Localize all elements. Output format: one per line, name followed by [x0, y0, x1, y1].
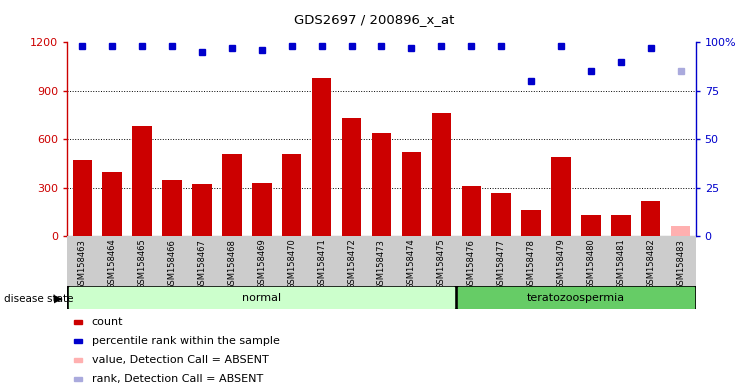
Text: teratozoospermia: teratozoospermia	[527, 293, 625, 303]
Text: GDS2697 / 200896_x_at: GDS2697 / 200896_x_at	[294, 13, 454, 26]
Text: GSM158466: GSM158466	[168, 239, 177, 290]
Text: GSM158467: GSM158467	[197, 239, 206, 290]
Text: GSM158470: GSM158470	[287, 239, 296, 290]
Text: GSM158481: GSM158481	[616, 239, 625, 290]
Text: GSM158473: GSM158473	[377, 239, 386, 290]
Text: GSM158463: GSM158463	[78, 239, 87, 290]
Text: GSM158483: GSM158483	[676, 239, 685, 290]
Bar	[192, 184, 212, 236]
Text: GSM158472: GSM158472	[347, 239, 356, 290]
Bar	[282, 154, 301, 236]
Text: GSM158475: GSM158475	[437, 239, 446, 290]
Bar	[73, 320, 82, 324]
Text: GSM158471: GSM158471	[317, 239, 326, 290]
Bar	[312, 78, 331, 236]
Bar	[581, 215, 601, 236]
Bar	[551, 157, 571, 236]
Text: GSM158480: GSM158480	[586, 239, 595, 290]
Bar	[641, 200, 660, 236]
Text: count: count	[91, 317, 123, 327]
Bar	[73, 160, 92, 236]
Text: GSM158477: GSM158477	[497, 239, 506, 290]
Bar	[73, 377, 82, 381]
Text: GSM158465: GSM158465	[138, 239, 147, 290]
Bar	[611, 215, 631, 236]
Bar	[402, 152, 421, 236]
Text: value, Detection Call = ABSENT: value, Detection Call = ABSENT	[91, 355, 269, 365]
Bar	[252, 183, 272, 236]
Text: normal: normal	[242, 293, 281, 303]
Text: GSM158476: GSM158476	[467, 239, 476, 290]
Bar	[372, 133, 391, 236]
Bar	[521, 210, 541, 236]
Text: rank, Detection Call = ABSENT: rank, Detection Call = ABSENT	[91, 374, 263, 384]
Text: percentile rank within the sample: percentile rank within the sample	[91, 336, 280, 346]
Bar	[671, 227, 690, 236]
Text: GSM158464: GSM158464	[108, 239, 117, 290]
Bar	[342, 118, 361, 236]
Bar	[459, 287, 693, 308]
Text: GSM158474: GSM158474	[407, 239, 416, 290]
Bar	[222, 154, 242, 236]
Bar	[73, 358, 82, 362]
Bar	[491, 192, 511, 236]
Bar	[432, 113, 451, 236]
Text: GSM158469: GSM158469	[257, 239, 266, 290]
Text: GSM158482: GSM158482	[646, 239, 655, 290]
Bar	[462, 186, 481, 236]
Text: disease state: disease state	[4, 294, 73, 304]
Text: GSM158478: GSM158478	[527, 239, 536, 290]
Text: ▶: ▶	[54, 294, 62, 304]
Text: GSM158468: GSM158468	[227, 239, 236, 290]
Text: GSM158479: GSM158479	[557, 239, 565, 290]
Bar	[132, 126, 152, 236]
Bar	[73, 339, 82, 343]
Bar	[102, 172, 122, 236]
Bar	[70, 287, 454, 308]
Bar	[162, 180, 182, 236]
